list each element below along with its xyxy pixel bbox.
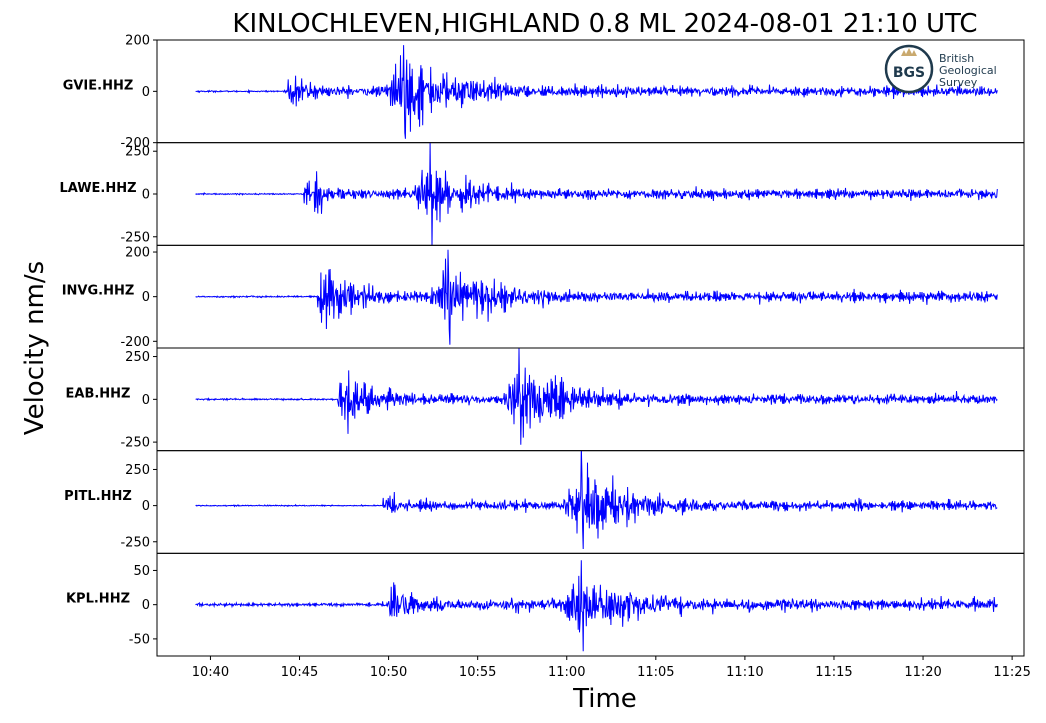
panel-eab-hhz: 250 0 -250 EAB.HHZ [66,347,1025,452]
waveform-trace [195,348,998,445]
x-tick-label: 10:50 [370,665,407,680]
x-tick-label: 11:15 [815,665,852,680]
bgs-logo-abbr: BGS [893,65,925,81]
crown-icon [901,48,917,56]
y-tick-label: 0 [142,290,150,305]
x-axis: 10:40 10:45 10:50 10:55 11:00 11:05 11:10 11:15… [192,656,1031,680]
station-label: EAB.HHZ [66,386,131,401]
bgs-logo: BGS British Geological Survey [884,44,997,94]
panel-pitl-hhz: 250 0 -250 PITL.HHZ [64,450,1025,554]
station-label: INVG.HHZ [62,284,135,299]
x-tick-label: 10:55 [459,665,496,680]
y-tick-label: 0 [142,85,150,100]
x-tick-label: 11:20 [904,665,941,680]
figure-title: KINLOCHLEVEN,HIGHLAND 0.8 ML 2024-08-01 … [232,9,977,39]
y-tick-label: 250 [125,350,150,365]
panels-group: 200 0 -200 GVIE.HHZ 250 0 -250 LAWE.HHZ 200 0 -200… [59,34,1025,657]
y-tick-label: 0 [142,598,150,613]
y-tick-label: -250 [120,535,150,550]
y-tick-label: 250 [125,145,150,160]
waveform-trace [195,249,998,345]
y-axis-label: Velocity nm/s [20,261,50,435]
y-tick-label: 0 [142,188,150,203]
y-tick-label: 250 [125,463,150,478]
y-tick-label: -250 [120,230,150,245]
station-label: KPL.HHZ [66,592,130,607]
y-tick-label: -50 [129,632,150,647]
x-tick-label: 11:10 [726,665,763,680]
x-tick-label: 11:00 [548,665,585,680]
y-tick-label: -250 [120,436,150,451]
waveform-trace [195,560,998,652]
bgs-logo-ring [884,44,934,94]
x-tick-label: 10:45 [281,665,318,680]
bgs-logo-line2: Geological [939,64,997,77]
x-tick-label: 11:25 [993,665,1030,680]
x-tick-label: 11:05 [637,665,674,680]
y-tick-label: 200 [125,34,150,49]
y-tick-label: 200 [125,246,150,261]
panel-lawe-hhz: 250 0 -250 LAWE.HHZ [59,142,1025,246]
station-label: GVIE.HHZ [63,78,134,93]
waveform-trace [195,45,998,139]
panel-invg-hhz: 200 0 -200 INVG.HHZ [62,244,1025,350]
panel-kpl-hhz: 50 0 -50 KPL.HHZ [66,552,1025,657]
bgs-logo-line3: Survey [939,76,978,89]
panel-gvie-hhz: 200 0 -200 GVIE.HHZ [63,34,1025,151]
x-tick-label: 10:40 [192,665,229,680]
y-tick-label: 0 [142,499,150,514]
station-label: PITL.HHZ [64,489,132,504]
y-tick-label: -200 [120,335,150,350]
y-tick-label: -200 [120,136,150,151]
y-tick-label: 0 [142,393,150,408]
y-tick-label: 50 [133,564,150,579]
x-axis-label: Time [572,684,637,714]
bgs-logo-line1: British [939,52,974,65]
waveform-trace [195,142,998,246]
station-label: LAWE.HHZ [59,181,136,196]
waveform-trace [195,450,998,550]
